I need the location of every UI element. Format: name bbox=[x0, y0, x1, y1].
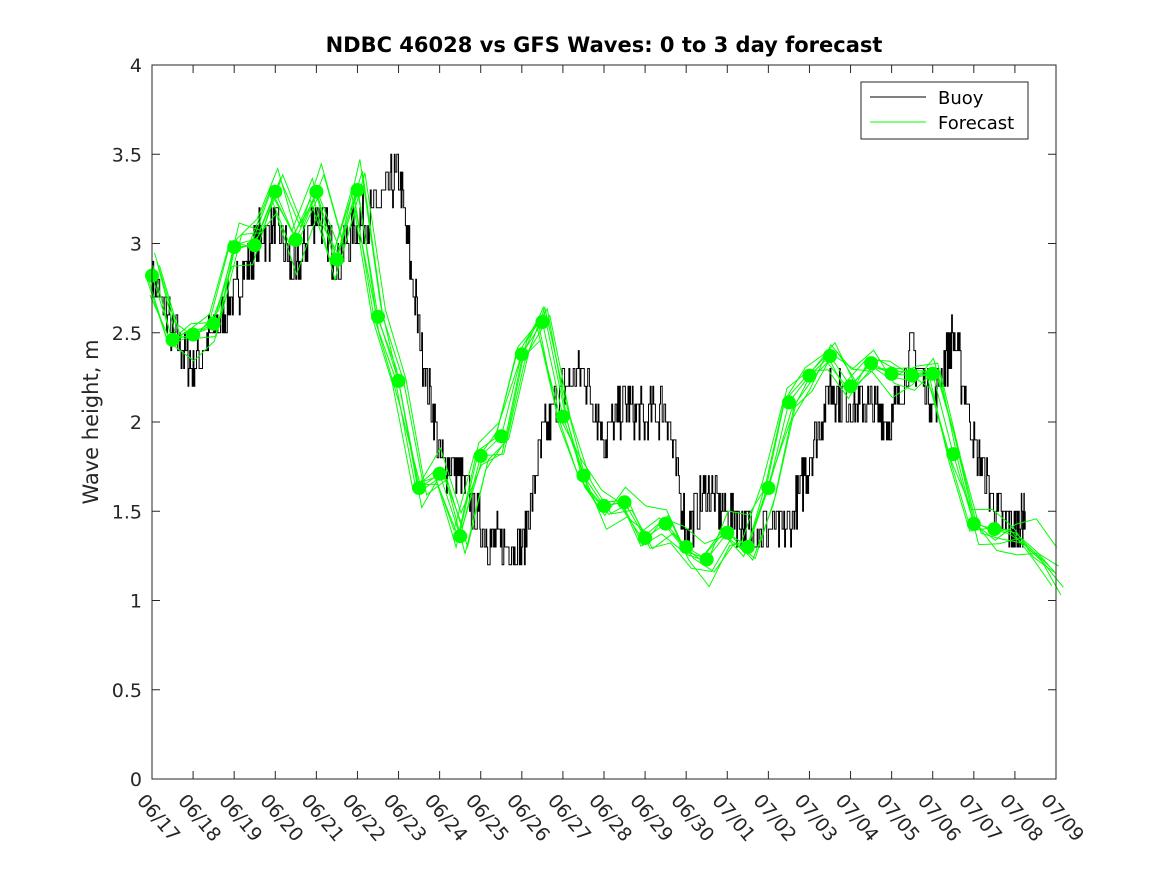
forecast-marker bbox=[555, 409, 570, 424]
forecast-marker bbox=[925, 366, 940, 381]
forecast-marker bbox=[576, 468, 591, 483]
forecast-marker bbox=[247, 238, 262, 253]
y-tick-label: 3 bbox=[130, 234, 142, 256]
forecast-marker bbox=[802, 368, 817, 383]
y-axis: 0 0.5 1 1.5 2 2.5 3 3.5 4 bbox=[112, 55, 1056, 791]
forecast-marker bbox=[494, 429, 509, 444]
buoy-series bbox=[152, 153, 1026, 566]
legend-label-forecast: Forecast bbox=[938, 113, 1014, 134]
forecast-marker bbox=[597, 498, 611, 513]
forecast-marker bbox=[987, 522, 1002, 537]
forecast-marker bbox=[268, 184, 283, 199]
plot-area bbox=[152, 65, 1056, 779]
y-axis-label: Wave height, m bbox=[79, 339, 103, 504]
forecast-marker bbox=[432, 466, 447, 481]
forecast-marker bbox=[638, 531, 653, 545]
axes-background bbox=[152, 65, 1056, 779]
y-tick-label: 1.5 bbox=[112, 501, 142, 523]
forecast-markers bbox=[145, 183, 1002, 567]
y-tick-label: 0 bbox=[130, 769, 142, 791]
forecast-marker bbox=[227, 240, 242, 255]
forecast-marker bbox=[761, 481, 776, 495]
forecast-marker bbox=[309, 184, 324, 199]
forecast-marker bbox=[165, 332, 180, 347]
forecast-marker bbox=[371, 309, 385, 324]
forecast-marker bbox=[740, 540, 755, 554]
forecast-marker bbox=[329, 252, 344, 267]
forecast-marker bbox=[350, 183, 365, 197]
forecast-marker bbox=[720, 525, 735, 540]
forecast-marker bbox=[781, 395, 796, 410]
forecast-marker bbox=[946, 447, 961, 462]
forecast-marker bbox=[206, 316, 221, 331]
forecast-ensemble-line bbox=[152, 190, 1058, 563]
y-tick-label: 1 bbox=[130, 591, 142, 613]
forecast-marker bbox=[186, 327, 201, 342]
forecast-marker bbox=[391, 373, 406, 388]
forecast-marker bbox=[535, 315, 550, 329]
buoy-line bbox=[152, 153, 1026, 566]
forecast-marker bbox=[473, 448, 488, 463]
forecast-marker bbox=[699, 552, 714, 567]
forecast-marker bbox=[453, 529, 468, 544]
forecast-marker bbox=[884, 366, 899, 381]
forecast-marker bbox=[843, 379, 858, 394]
forecast-marker bbox=[864, 356, 879, 371]
y-tick-label: 2.5 bbox=[112, 323, 142, 345]
forecast-marker bbox=[514, 347, 529, 362]
legend-box bbox=[860, 81, 1029, 140]
forecast-marker bbox=[658, 516, 673, 531]
legend-label-buoy: Buoy bbox=[938, 88, 984, 109]
forecast-ensemble-line bbox=[149, 195, 1055, 573]
forecast-marker bbox=[679, 540, 694, 554]
y-tick-label: 2 bbox=[130, 412, 142, 434]
forecast-marker bbox=[288, 232, 303, 247]
forecast-marker bbox=[823, 349, 837, 363]
legend: Buoy Forecast bbox=[860, 81, 1029, 140]
forecast-marker bbox=[966, 516, 981, 531]
y-tick-label: 4 bbox=[130, 55, 142, 77]
forecast-marker bbox=[617, 495, 632, 510]
y-tick-label: 0.5 bbox=[112, 680, 142, 702]
y-tick-label: 3.5 bbox=[112, 144, 142, 166]
chart-title: NDBC 46028 vs GFS Waves: 0 to 3 day fore… bbox=[326, 33, 883, 57]
forecast-marker bbox=[412, 481, 427, 495]
forecast-marker bbox=[905, 368, 920, 383]
